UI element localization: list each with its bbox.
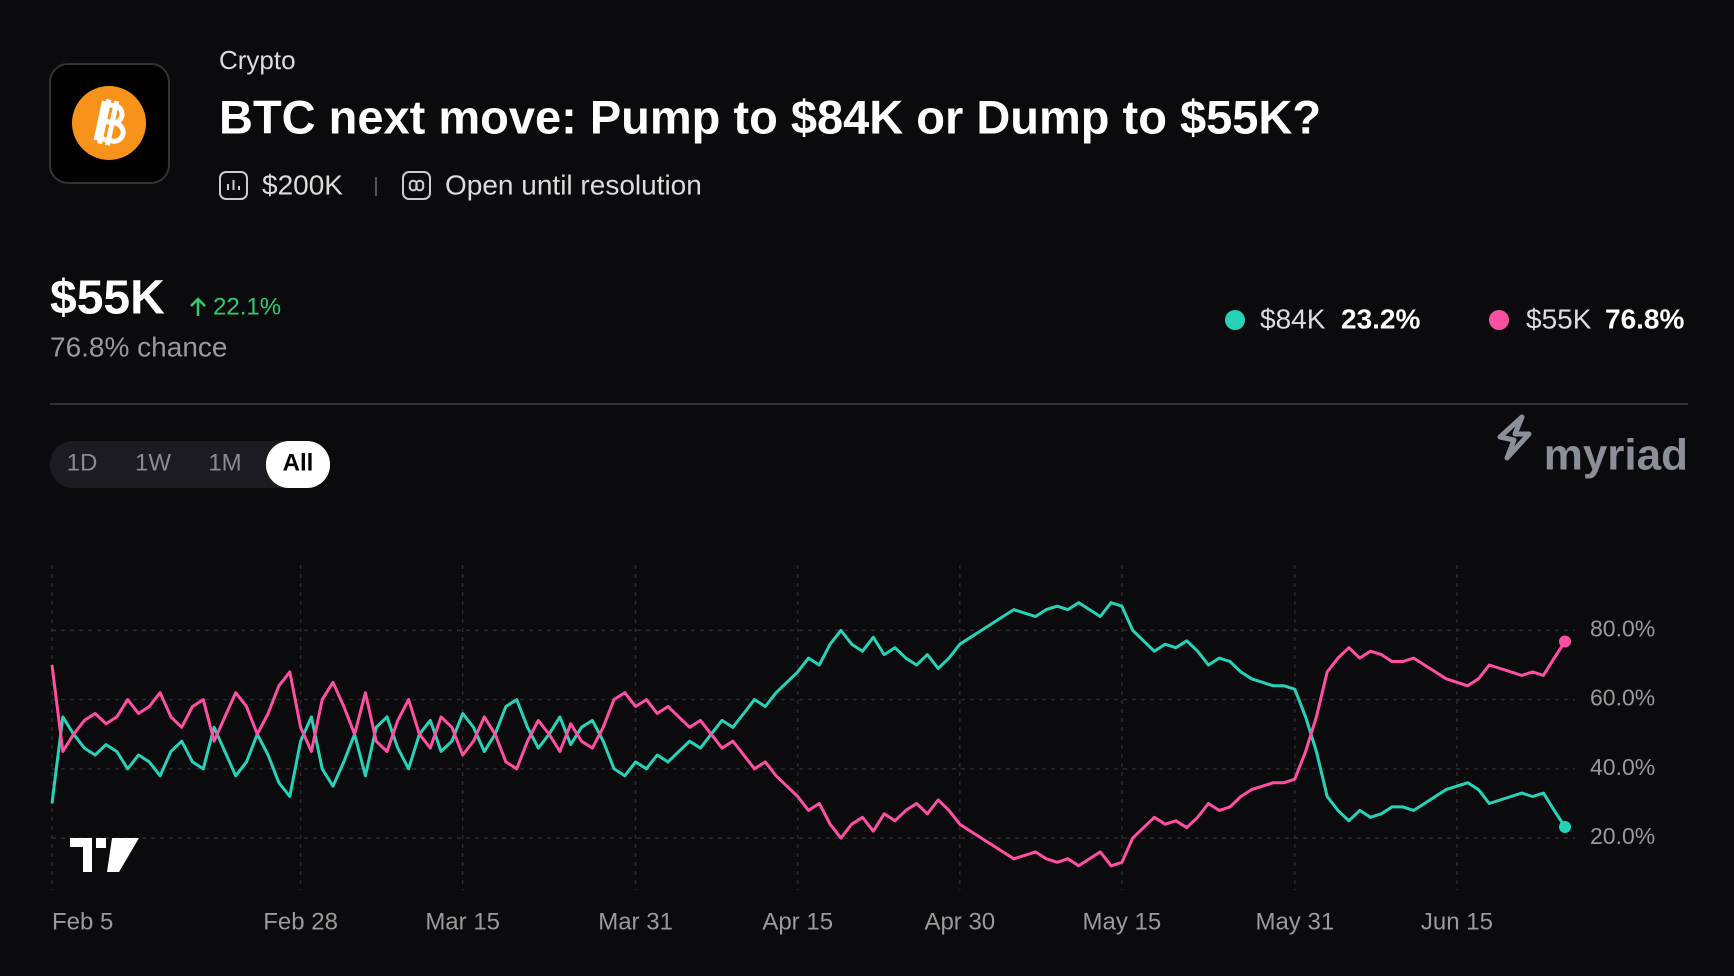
range-active [266,441,330,488]
y-tick-label: 80.0% [1590,615,1655,641]
change: 22.1% [213,293,281,320]
x-tick-label: May 31 [1255,908,1334,935]
range-button[interactable]: 1D [67,449,98,476]
end-point [1559,821,1571,833]
legend-dot [1225,310,1245,330]
bitcoin-glyph [93,98,126,146]
volume-icon-bars [227,180,240,190]
legend-dot [1489,310,1509,330]
status: Open until resolution [445,169,702,200]
chance: 76.8% chance [50,331,227,362]
range-selector [50,441,330,488]
brand-logo [1497,414,1532,461]
tradingview-logo [70,838,139,872]
title: BTC next move: Pump to $84K or Dump to $… [219,90,1321,143]
series-line [50,640,1567,868]
x-tick-label: May 15 [1083,908,1162,935]
leading-outcome: $55K [50,272,165,325]
x-tick-label: Apr 15 [762,908,833,935]
y-tick-label: 40.0% [1590,754,1655,780]
category: Crypto [219,45,296,75]
x-tick-label: Feb 5 [52,908,113,935]
x-tick-label: Mar 15 [425,908,500,935]
plot: 20.0% 40.0% 60.0% 80.0% Feb 5 Feb 28 Mar 15 Mar… [50,565,1655,935]
end-point [1559,635,1571,648]
range-button[interactable]: 1W [135,449,171,476]
legend-value: 23.2% [1341,303,1420,334]
y-tick-label: 20.0% [1590,823,1655,849]
x-tick-label: Jun 15 [1421,908,1493,935]
up-arrow [190,297,206,316]
y-tick-label: 60.0% [1590,685,1655,711]
legend-name: $55K [1526,303,1592,334]
status-icon [402,171,431,200]
volume-icon [219,171,248,200]
legend-name: $84K [1260,303,1326,334]
volume: $200K [262,169,343,200]
range-button[interactable]: All [283,449,314,476]
x-tick-label: Apr 30 [924,908,995,935]
brand: myriad [1544,431,1688,480]
range-button[interactable]: 1M [208,449,241,476]
x-tick-label: Mar 31 [598,908,673,935]
x-tick-label: Feb 28 [263,908,338,935]
infinity-icon [408,179,425,192]
legend-value: 76.8% [1605,303,1684,334]
